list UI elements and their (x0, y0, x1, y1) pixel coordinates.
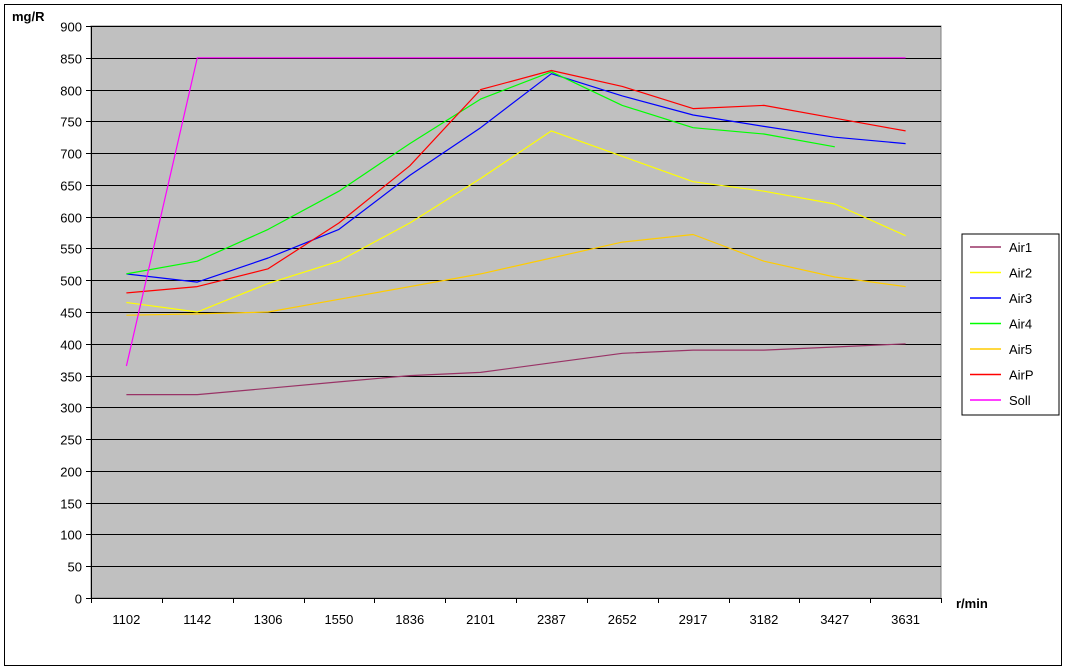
series-line-soll (125, 57, 906, 367)
y-tick-label: 200 (60, 465, 82, 480)
x-tick-label: 1550 (324, 612, 353, 627)
series-line-air3 (126, 73, 906, 283)
y-tick-label: 250 (60, 433, 82, 448)
y-tick-label: 750 (60, 115, 82, 130)
y-tick-label: 500 (60, 274, 82, 289)
y-tick-label: 300 (60, 401, 82, 416)
legend: Air1 Air2 Air3 Air4 Air5 AirP Soll (961, 233, 1060, 416)
x-tick-label: 3427 (820, 612, 849, 627)
legend-label: Air4 (1009, 317, 1032, 332)
y-tick-label: 0 (75, 592, 82, 607)
x-axis-title: r/min (956, 596, 988, 611)
y-tick-label: 650 (60, 179, 82, 194)
y-tick-label: 700 (60, 147, 82, 162)
legend-label: Soll (1009, 393, 1031, 408)
legend-label: Air5 (1009, 342, 1032, 357)
series-line-airp (126, 69, 906, 294)
y-tick-label: 350 (60, 370, 82, 385)
legend-label: AirP (1009, 368, 1034, 383)
y-tick-label: 50 (68, 560, 82, 575)
series-line-air1 (126, 343, 906, 396)
y-axis-title: mg/R (12, 9, 45, 24)
x-tick-label: 1306 (254, 612, 283, 627)
x-tick-label: 1102 (112, 612, 140, 627)
y-tick-label: 450 (60, 306, 82, 321)
series-line-air2 (126, 130, 906, 313)
x-tick-label: 2652 (608, 612, 637, 627)
x-tick-label: 1836 (395, 612, 424, 627)
series-line-air5 (126, 233, 906, 316)
plot-area (90, 25, 942, 599)
x-tick-label: 3182 (749, 612, 778, 627)
series-line-air4 (126, 71, 835, 275)
x-tick-label: 1142 (183, 612, 211, 627)
x-axis: 1102 1142 1306 1550 1836 2101 2387 2652 2917 3182… (91, 598, 942, 627)
legend-box (961, 233, 1060, 416)
y-tick-label: 550 (60, 242, 82, 257)
legend-label: Air3 (1009, 291, 1032, 306)
x-tick-label: 2387 (537, 612, 566, 627)
y-tick-label: 400 (60, 338, 82, 353)
series-lines (125, 57, 906, 396)
legend-label: Air2 (1009, 266, 1032, 281)
y-tick-label: 100 (60, 528, 82, 543)
x-tick-label: 3631 (891, 612, 920, 627)
y-tick-label: 850 (60, 52, 82, 67)
gridlines (91, 26, 941, 567)
y-tick-label: 150 (60, 497, 82, 512)
y-tick-label: 800 (60, 84, 82, 99)
y-tick-label: 900 (60, 20, 82, 35)
legend-label: Air1 (1009, 240, 1032, 255)
y-tick-label: 600 (60, 211, 82, 226)
y-axis: 0 50 100 150 200 250 300 350 400 450 500 550 600 650 7… (60, 20, 92, 607)
x-tick-label: 2917 (679, 612, 708, 627)
x-tick-label: 2101 (466, 612, 495, 627)
